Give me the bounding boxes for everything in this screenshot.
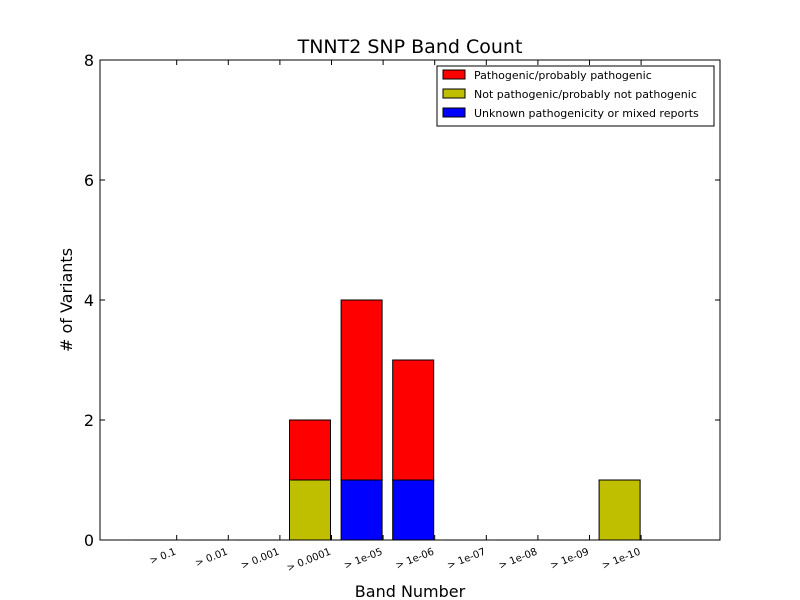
legend-label: Pathogenic/probably pathogenic — [474, 69, 652, 82]
legend: Pathogenic/probably pathogenic Not pathog… — [436, 65, 715, 127]
legend-swatch — [442, 69, 466, 80]
y-tick-label: 0 — [84, 531, 94, 550]
y-axis-label: # of Variants — [57, 248, 76, 352]
y-tick-label: 4 — [84, 291, 94, 310]
y-tick-label: 6 — [84, 171, 94, 190]
bar-segment — [289, 479, 331, 541]
bar-segment — [289, 419, 331, 481]
bars-layer — [134, 299, 641, 541]
y-tick-label: 8 — [84, 51, 94, 70]
axis-ticks — [100, 59, 720, 541]
legend-box — [436, 65, 715, 127]
legend-label: Unknown pathogenicity or mixed reports — [474, 107, 699, 120]
legend-label: Not pathogenic/probably not pathogenic — [474, 88, 697, 101]
legend-swatch — [442, 107, 466, 118]
bar-segment — [598, 479, 641, 541]
legend-swatch — [442, 88, 466, 99]
y-tick-labels: 0 2 4 6 8 — [84, 51, 94, 550]
x-axis-label: Band Number — [355, 582, 466, 600]
bar-segment — [340, 479, 383, 541]
y-tick-label: 2 — [84, 411, 94, 430]
bar-segment — [340, 299, 383, 481]
bar-segment — [392, 359, 435, 481]
chart-title: TNNT2 SNP Band Count — [297, 36, 523, 58]
bar-segment — [392, 479, 435, 541]
